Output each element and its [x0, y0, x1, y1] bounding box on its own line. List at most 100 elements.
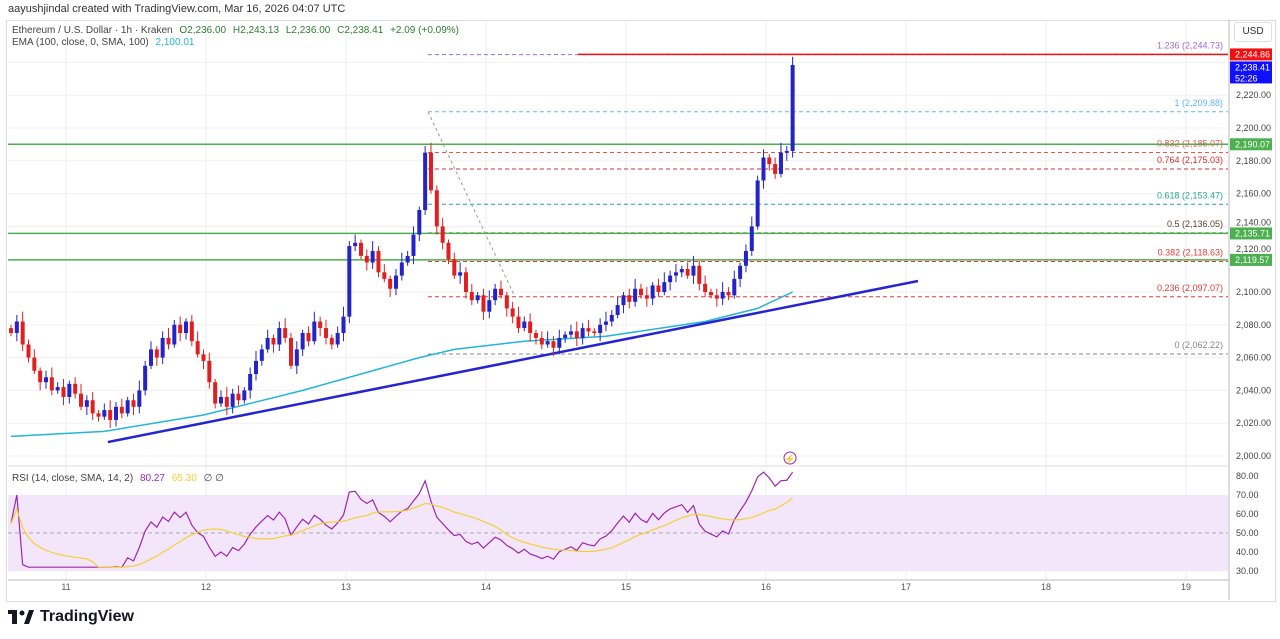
rsi-axis-label: 70.00 [1236, 490, 1259, 500]
candle-body [323, 328, 328, 338]
rsi-legend: RSI (14, close, SMA, 14, 2) 80.27 65.30 … [12, 473, 228, 484]
ohlc-open: O2,236.00 [179, 25, 227, 36]
time-axis-label: 11 [61, 582, 70, 592]
price-label-box [1230, 227, 1272, 240]
candle-body [475, 295, 480, 301]
candle-body [691, 265, 696, 276]
candle-body [329, 337, 334, 345]
candle-body [55, 387, 60, 391]
tradingview-logo[interactable]: TradingView [8, 608, 134, 626]
price-axis-label: 2,120.00 [1236, 244, 1271, 254]
candle-body [638, 288, 643, 296]
candle-body [697, 265, 702, 284]
candle-body [271, 337, 276, 345]
price-axis-label: 2,220.00 [1236, 90, 1271, 100]
rsi-axis-label: 30.00 [1236, 566, 1259, 576]
price-axis-label: 2,000.00 [1236, 451, 1271, 461]
chart-frame[interactable] [6, 20, 1276, 602]
price-axis-label: 2,020.00 [1236, 418, 1271, 428]
chart-attribution: aayushjindal created with TradingView.co… [8, 3, 346, 15]
candle-body [84, 400, 89, 407]
fib-level-label: 1 (2,209.88) [1174, 98, 1223, 108]
candle-body [708, 292, 713, 296]
rsi-sma-line [10, 497, 793, 568]
price-axis-label: 2,060.00 [1236, 353, 1271, 363]
candle-body [283, 328, 288, 338]
candle-body [732, 278, 737, 296]
price-axis-label: 2,100.00 [1236, 287, 1271, 297]
ohlc-high: H2,243.13 [232, 25, 280, 36]
candle-body [213, 382, 218, 404]
candle-body [720, 292, 725, 299]
candle-body [189, 321, 194, 342]
candle-body [784, 150, 789, 153]
candle-body [586, 328, 591, 332]
candle-body [493, 288, 498, 301]
candle-body [78, 393, 83, 407]
ema-legend: EMA (100, close, 0, SMA, 100) 2,100.01 [12, 37, 198, 48]
symbol-name: Ethereum / U.S. Dollar · 1h · Kraken [12, 25, 173, 36]
candle-body [533, 333, 538, 338]
candle-body [528, 321, 533, 333]
fib-level-label: 0 (2,062.22) [1174, 340, 1223, 350]
candle-body [563, 334, 568, 338]
candle-body [592, 331, 597, 333]
candle-body [662, 282, 667, 292]
candle-body [434, 190, 439, 227]
candle-body [335, 333, 340, 345]
candle-body [463, 272, 468, 292]
candle-body [755, 180, 760, 227]
rsi-axis-label: 50.00 [1236, 528, 1259, 538]
fib-level-label: 0.5 (2,136.05) [1167, 219, 1223, 229]
fib-level-label: 0.764 (2,175.03) [1157, 155, 1223, 165]
ema-label: EMA (100, close, 0, SMA, 100) [12, 37, 149, 48]
candle-body [259, 349, 264, 361]
candle-body [353, 242, 358, 247]
candle-body [773, 164, 778, 174]
fib-level-label: 0.382 (2,118.63) [1158, 247, 1223, 257]
candle-body [703, 283, 708, 292]
fib-diagonal [427, 111, 516, 298]
candle-body [568, 331, 573, 335]
price-label: 2,119.57 [1235, 255, 1269, 265]
candle-body [580, 328, 585, 338]
currency-button[interactable]: USD [1234, 22, 1272, 42]
candle-body [207, 360, 212, 383]
price-label-box [1230, 48, 1272, 61]
candle-body [516, 316, 521, 329]
candle-body [230, 393, 235, 407]
candle-body [265, 337, 270, 350]
countdown-label: 52:26 [1235, 73, 1258, 83]
candle-body [300, 333, 305, 350]
candle-body [399, 262, 404, 276]
price-label: 2,244.86 [1235, 49, 1270, 59]
price-axis-label: 2,160.00 [1236, 189, 1271, 199]
candle-body [609, 314, 614, 322]
ohlc-low: L2,236.00 [285, 25, 331, 36]
candle-body [108, 410, 113, 420]
candle-body [440, 226, 445, 243]
candle-body [673, 272, 678, 276]
ema-value: 2,100.01 [155, 37, 195, 48]
candle-body [248, 374, 253, 391]
candle-body [43, 377, 48, 383]
time-axis-label: 15 [621, 582, 631, 592]
time-axis-label: 16 [761, 582, 771, 592]
candle-body [382, 272, 387, 279]
price-label-box [1230, 61, 1272, 84]
candle-body [49, 377, 54, 391]
candle-body [545, 341, 550, 345]
candle-body [650, 285, 655, 299]
time-axis-label: 17 [901, 582, 911, 592]
candle-body [358, 242, 363, 256]
candle-body [341, 316, 346, 333]
lightning-icon [783, 451, 797, 465]
ohlc-change: +2.09 (+0.09%) [390, 25, 459, 36]
candle-body [288, 337, 293, 366]
candle-body [90, 400, 95, 414]
rsi-axis-label: 80.00 [1236, 471, 1259, 481]
candle-body [277, 328, 282, 345]
candle-body [388, 278, 393, 289]
candle-body [621, 295, 626, 306]
